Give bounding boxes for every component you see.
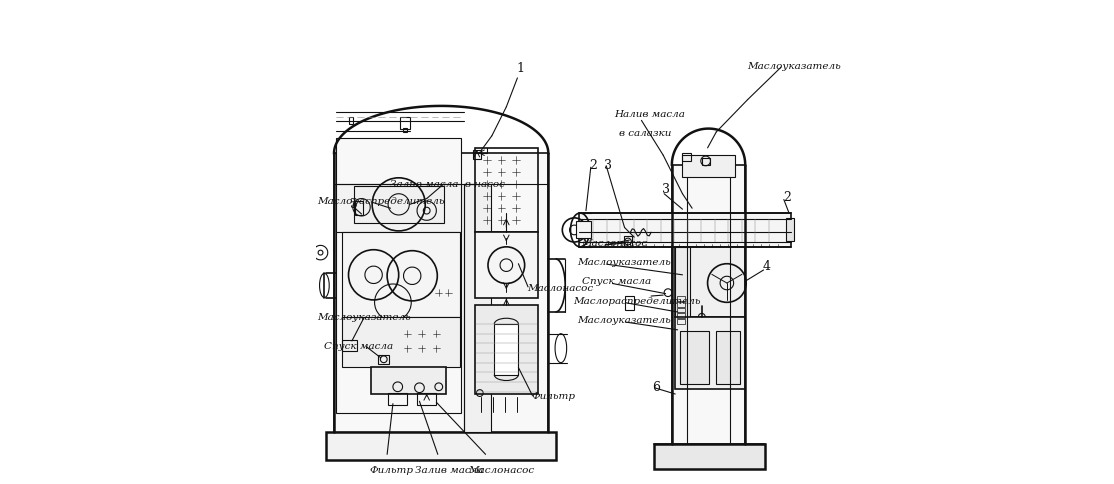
Bar <box>475 305 538 394</box>
Text: 2: 2 <box>589 159 597 172</box>
Bar <box>336 184 461 232</box>
Bar <box>388 393 408 405</box>
Text: 5: 5 <box>350 197 358 211</box>
Bar <box>654 444 764 469</box>
Text: Залив масла: Залив масла <box>414 466 483 475</box>
Bar <box>786 218 794 241</box>
Text: Маслоуказатель: Маслоуказатель <box>577 316 671 325</box>
Text: 3: 3 <box>662 183 671 196</box>
Bar <box>354 186 443 223</box>
Bar <box>379 355 389 363</box>
Text: Маслоуказатель: Маслоуказатель <box>747 61 841 71</box>
Text: в салазки: в салазки <box>618 129 671 138</box>
Text: 4: 4 <box>763 260 771 273</box>
Bar <box>683 153 691 161</box>
Bar <box>465 184 491 432</box>
Bar <box>402 128 408 132</box>
Text: Фильтр: Фильтр <box>531 392 576 401</box>
Bar <box>676 302 685 307</box>
Bar <box>472 151 481 159</box>
Bar <box>334 153 548 432</box>
Text: 3: 3 <box>604 159 613 172</box>
Text: 1: 1 <box>516 62 524 76</box>
Bar <box>683 155 734 177</box>
Bar <box>475 148 538 232</box>
Bar <box>342 340 356 350</box>
Bar <box>326 432 556 460</box>
Bar <box>676 296 685 301</box>
Text: Залив масла  в насос: Залив масла в насос <box>391 180 506 189</box>
Text: Спуск масла: Спуск масла <box>582 277 651 287</box>
Text: Маслораспределитель: Маслораспределитель <box>316 197 444 206</box>
Bar <box>342 232 460 317</box>
Bar <box>676 319 685 324</box>
Text: Фильтр: Фильтр <box>370 466 413 475</box>
Bar <box>417 393 437 405</box>
Text: Маслораспределитель: Маслораспределитель <box>574 297 701 306</box>
Bar <box>624 236 633 247</box>
Bar <box>716 331 741 384</box>
Text: Налив масла: Налив масла <box>614 110 685 119</box>
Bar <box>371 367 446 394</box>
Bar <box>625 296 634 310</box>
Bar <box>336 138 461 413</box>
Bar <box>578 213 791 247</box>
Bar <box>680 331 709 384</box>
Text: 6: 6 <box>653 381 661 394</box>
Bar <box>676 308 685 313</box>
Text: Маслонасос: Маслонасос <box>582 239 647 248</box>
Text: Маслоуказатель: Маслоуказатель <box>316 313 410 322</box>
Text: Маслонасос: Маслонасос <box>468 466 534 475</box>
Bar <box>475 232 538 298</box>
Text: 2: 2 <box>783 191 791 204</box>
Bar <box>576 221 590 238</box>
Text: Спуск масла: Спуск масла <box>324 342 393 350</box>
Text: Маслоуказатель: Маслоуказатель <box>577 258 671 267</box>
Bar <box>672 165 745 444</box>
Bar <box>675 317 745 389</box>
Bar <box>495 324 518 375</box>
Text: Маслонасос: Маслонасос <box>528 284 594 293</box>
Bar <box>355 201 362 215</box>
Bar <box>400 117 410 129</box>
Bar <box>676 314 685 318</box>
Bar <box>675 247 745 317</box>
Bar <box>342 317 460 367</box>
Bar <box>675 247 690 317</box>
Bar <box>702 158 710 165</box>
Bar <box>350 117 353 124</box>
